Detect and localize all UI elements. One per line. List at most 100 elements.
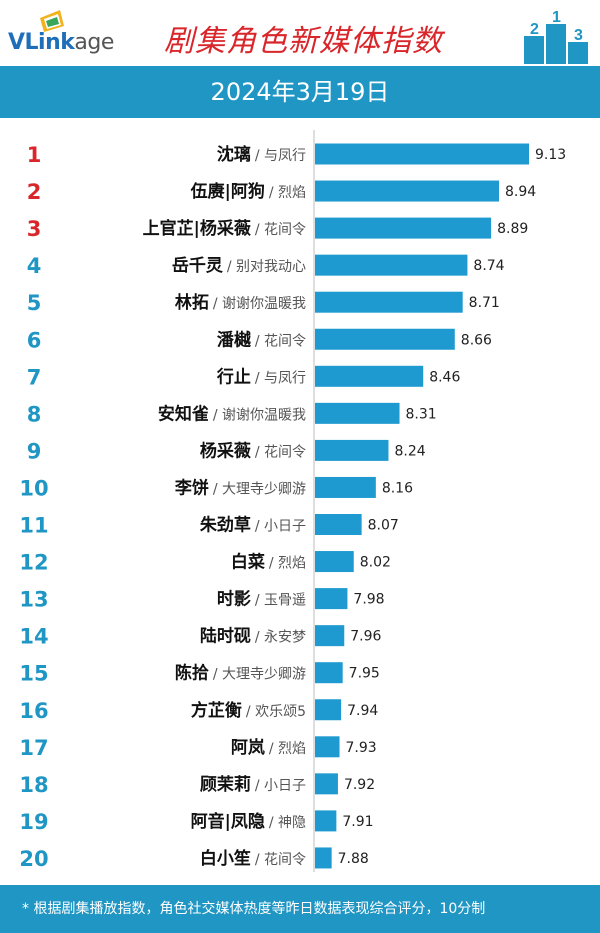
page-title: 剧集角色新媒体指数: [164, 24, 443, 59]
role-name: 方芷衡: [191, 700, 242, 721]
data-bar: [315, 810, 337, 832]
show-name: / 花间令: [255, 444, 306, 460]
role-name: 顾茉莉: [200, 774, 251, 795]
rank-number: 8: [27, 402, 42, 426]
role-label: 行止 / 与凤行: [216, 366, 306, 387]
header: VLinkage 剧集角色新媒体指数 2 1 3: [0, 0, 600, 66]
role-label: 方芷衡 / 欢乐颂5: [191, 700, 306, 721]
role-name: 白菜: [231, 552, 266, 573]
show-name: / 谢谢你温暖我: [213, 407, 306, 423]
data-bar: [315, 625, 345, 647]
data-bar: [315, 551, 354, 573]
show-name: / 大理寺少卿游: [213, 667, 306, 683]
data-bar: [315, 588, 348, 610]
rank-number: 6: [27, 328, 42, 352]
show-name: / 烈焰: [269, 556, 306, 572]
value-label: 8.24: [394, 443, 425, 459]
role-name: 时影: [217, 590, 251, 610]
role-label: 伍赓|阿狗 / 烈焰: [190, 181, 306, 202]
role-name: 岳千灵: [172, 256, 224, 276]
data-bar: [315, 291, 463, 313]
role-name: 阿音|凤隐: [191, 811, 265, 832]
vlinkage-logo: VLinkage: [8, 8, 133, 60]
value-label: 7.88: [338, 851, 369, 867]
role-label: 白小笙 / 花间令: [200, 848, 306, 869]
role-label: 沈璃 / 与凤行: [217, 144, 306, 165]
role-name: 阿岚: [231, 737, 265, 758]
data-bar: [315, 328, 455, 350]
role-name: 杨采薇: [200, 440, 251, 461]
show-name: / 烈焰: [269, 185, 306, 201]
rank-number: 20: [19, 847, 48, 871]
role-name: 潘樾: [217, 329, 252, 350]
value-label: 8.07: [368, 518, 399, 534]
podium-icon: 2 1 3: [524, 9, 588, 64]
show-name: / 烈焰: [269, 741, 306, 757]
value-label: 7.94: [347, 703, 378, 719]
value-label: 8.46: [429, 369, 460, 385]
role-label: 阿岚 / 烈焰: [231, 737, 306, 758]
rank-number: 9: [27, 439, 42, 463]
show-name: / 小日子: [255, 519, 306, 535]
data-bar: [315, 773, 338, 795]
role-label: 阿音|凤隐 / 神隐: [191, 811, 306, 832]
role-name: 林拓: [175, 292, 209, 313]
show-name: / 与凤行: [255, 370, 306, 386]
ranking-bar-chart: 1 沈璃 / 与凤行 9.132 伍赓|阿狗 / 烈焰 8.943 上官芷|杨采薇 / 花间令 8…: [19, 130, 566, 872]
logo-window-icon: [40, 10, 64, 32]
data-bar: [315, 476, 376, 498]
data-bar: [315, 439, 389, 461]
role-label: 朱劲草 / 小日子: [200, 515, 306, 536]
show-name: / 神隐: [269, 815, 306, 831]
value-label: 7.92: [344, 777, 375, 793]
rank-number: 4: [27, 254, 42, 278]
role-label: 陈拾 / 大理寺少卿游: [175, 663, 306, 684]
role-label: 潘樾 / 花间令: [217, 329, 306, 350]
rank-number: 16: [19, 699, 48, 723]
role-label: 林拓 / 谢谢你温暖我: [175, 292, 306, 313]
show-name: / 花间令: [255, 333, 306, 349]
rank-number: 11: [19, 514, 48, 538]
role-name: 安知雀: [158, 403, 209, 424]
role-name: 沈璃: [217, 144, 251, 165]
role-name: 李饼: [175, 477, 209, 498]
rank-number: 14: [19, 625, 48, 649]
show-name: / 与凤行: [255, 148, 306, 164]
show-name: / 谢谢你温暖我: [213, 296, 306, 312]
role-label: 陆时砚 / 永安梦: [200, 627, 306, 647]
value-label: 7.93: [346, 740, 377, 756]
role-name: 伍赓|阿狗: [190, 181, 265, 202]
show-name: / 花间令: [255, 222, 306, 238]
role-label: 顾茉莉 / 小日子: [200, 774, 306, 795]
show-name: / 别对我动心: [227, 259, 306, 275]
value-label: 7.95: [349, 666, 380, 682]
date-banner: 2024年3月19日: [0, 66, 600, 118]
role-name: 陆时砚: [200, 627, 251, 647]
rank-number: 7: [27, 365, 42, 389]
value-label: 8.66: [461, 332, 492, 348]
footer-note: * 根据剧集播放指数，角色社交媒体热度等昨日数据表现综合评分，10分制: [0, 885, 600, 933]
rank-number: 10: [19, 476, 48, 500]
rank-number: 17: [19, 736, 48, 760]
rank-number: 3: [27, 217, 42, 241]
rank-number: 13: [19, 588, 48, 612]
role-label: 杨采薇 / 花间令: [200, 440, 306, 461]
value-label: 8.71: [469, 295, 500, 311]
rank-number: 1: [27, 143, 42, 167]
show-name: / 花间令: [255, 852, 306, 868]
role-name: 上官芷|杨采薇: [143, 218, 251, 239]
role-name: 行止: [216, 366, 251, 387]
value-label: 8.02: [360, 555, 391, 571]
podium-second-label: 2: [530, 21, 539, 38]
data-bar: [315, 699, 342, 721]
logo-text: VLinkage: [8, 30, 114, 55]
value-label: 7.96: [350, 629, 381, 645]
role-label: 时影 / 玉骨遥: [217, 590, 306, 610]
value-label: 8.16: [382, 480, 413, 496]
role-label: 上官芷|杨采薇 / 花间令: [143, 218, 306, 239]
value-label: 8.89: [497, 221, 528, 237]
rank-number: 5: [27, 291, 42, 315]
show-name: / 永安梦: [255, 630, 306, 646]
rank-number: 15: [19, 662, 48, 686]
role-label: 李饼 / 大理寺少卿游: [175, 477, 306, 498]
